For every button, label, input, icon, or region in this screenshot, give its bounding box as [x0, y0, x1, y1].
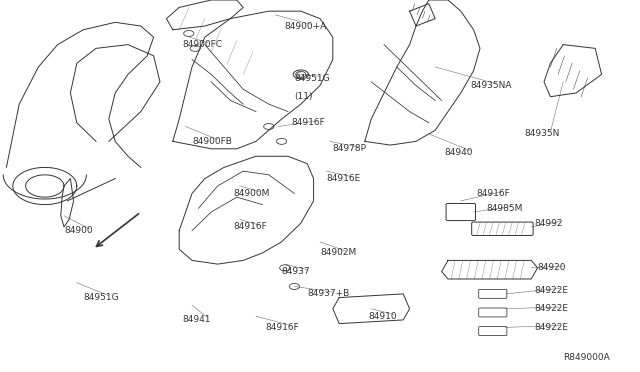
- Text: 84920: 84920: [538, 263, 566, 272]
- Text: C: C: [297, 72, 301, 77]
- Text: 84916F: 84916F: [266, 323, 300, 332]
- Text: (11): (11): [294, 92, 313, 101]
- Text: 84900: 84900: [64, 226, 93, 235]
- Text: 84922E: 84922E: [534, 323, 568, 332]
- Text: 84900FB: 84900FB: [192, 137, 232, 146]
- Text: 84902M: 84902M: [320, 248, 356, 257]
- Text: 84978P: 84978P: [333, 144, 367, 153]
- Text: 84916E: 84916E: [326, 174, 361, 183]
- Text: 84940: 84940: [445, 148, 474, 157]
- Text: 84951G: 84951G: [83, 293, 119, 302]
- Text: 84900M: 84900M: [234, 189, 270, 198]
- Text: 84935NA: 84935NA: [470, 81, 512, 90]
- Text: 84937: 84937: [282, 267, 310, 276]
- Text: 84951G: 84951G: [294, 74, 330, 83]
- Text: 84935N: 84935N: [525, 129, 560, 138]
- Text: 84937+B: 84937+B: [307, 289, 349, 298]
- Text: 84910: 84910: [368, 312, 397, 321]
- Text: 84916F: 84916F: [291, 118, 325, 127]
- Text: 84900FC: 84900FC: [182, 40, 223, 49]
- Text: 84900+A: 84900+A: [285, 22, 327, 31]
- Text: 84922E: 84922E: [534, 304, 568, 313]
- Text: 84941: 84941: [182, 315, 211, 324]
- Text: 84992: 84992: [534, 219, 563, 228]
- Text: 84916F: 84916F: [234, 222, 268, 231]
- Text: 84916F: 84916F: [477, 189, 511, 198]
- Text: 84985M: 84985M: [486, 204, 523, 213]
- Text: 84922E: 84922E: [534, 286, 568, 295]
- Text: R849000A: R849000A: [563, 353, 610, 362]
